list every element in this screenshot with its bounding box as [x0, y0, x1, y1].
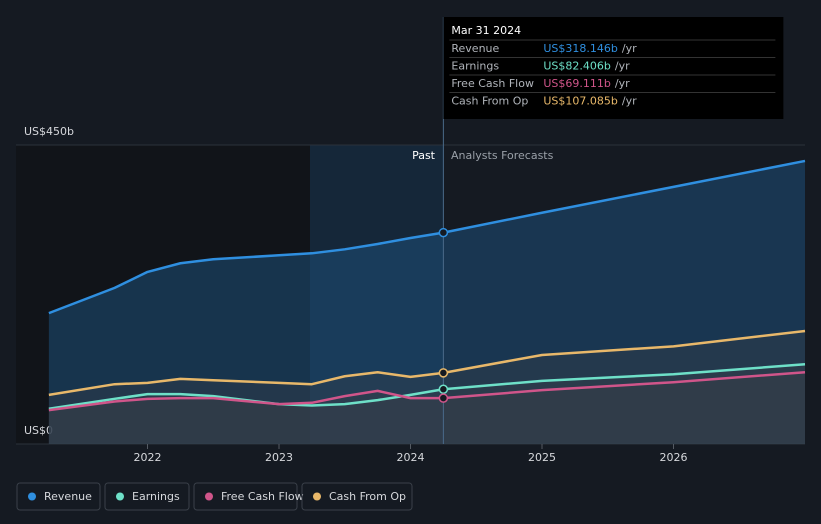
y-tick-label: US$450b — [24, 125, 74, 138]
tooltip-value-text: US$82.406b — [543, 60, 611, 73]
x-tick-label: 2025 — [528, 451, 556, 464]
legend-item[interactable]: Earnings — [104, 482, 190, 511]
tooltip-value: US$82.406b/yr — [543, 60, 630, 73]
legend-item[interactable]: Cash From Op — [301, 482, 413, 511]
highlight-point — [438, 227, 449, 238]
legend-swatch — [116, 492, 124, 501]
series-line — [48, 329, 806, 397]
forecast-label: Analysts Forecasts — [451, 149, 554, 162]
tooltip: Mar 31 2024 Revenue US$318.146b/yr Earnings… — [443, 17, 784, 119]
tooltip-date: Mar 31 2024 — [451, 24, 521, 37]
highlight-point — [438, 393, 449, 403]
legend-box — [104, 482, 190, 511]
y-tick-label: US$0 — [24, 424, 53, 437]
tooltip-label: Cash From Op — [451, 95, 528, 108]
series-area — [48, 372, 805, 444]
series-area — [48, 160, 805, 445]
tooltip-unit: /yr — [615, 77, 630, 90]
tooltip-value: US$107.085b/yr — [543, 95, 637, 108]
tooltip-box — [443, 17, 784, 119]
tooltip-value: US$69.111b/yr — [543, 77, 630, 90]
tooltip-value-text: US$69.111b — [543, 77, 611, 90]
legend-swatch — [28, 492, 36, 501]
x-tick-label: 2026 — [660, 451, 688, 464]
tooltip-value: US$318.146b/yr — [543, 42, 637, 55]
past-label: Past — [412, 149, 436, 162]
legend-swatch — [313, 492, 321, 501]
x-tick-label: 2024 — [397, 451, 425, 464]
x-tick-label: 2023 — [265, 451, 293, 464]
legend-swatch — [205, 492, 213, 501]
tooltip-value-text: US$318.146b — [543, 42, 618, 55]
highlight-point — [438, 384, 449, 394]
highlight-point — [438, 368, 449, 378]
tooltip-label: Earnings — [451, 60, 499, 73]
tooltip-unit: /yr — [615, 60, 630, 73]
tooltip-unit: /yr — [622, 95, 637, 108]
legend-label: Earnings — [132, 490, 180, 503]
legend-item[interactable]: Revenue — [16, 482, 101, 511]
legend-label: Free Cash Flow — [221, 490, 304, 503]
series-area — [48, 364, 805, 444]
legend-box — [16, 482, 101, 511]
tooltip-value-text: US$107.085b — [543, 95, 618, 108]
legend-box — [193, 482, 298, 511]
series-line — [48, 159, 806, 315]
legend-item[interactable]: Free Cash Flow — [193, 482, 304, 511]
legend-label: Revenue — [44, 490, 92, 503]
series-area — [48, 331, 805, 444]
tooltip-label: Free Cash Flow — [451, 77, 534, 90]
legend-box — [301, 482, 413, 511]
series-line — [48, 370, 806, 412]
tooltip-label: Revenue — [451, 42, 499, 55]
tooltip-unit: /yr — [622, 42, 637, 55]
series-line — [48, 363, 806, 411]
x-tick-label: 2022 — [134, 451, 162, 464]
legend-label: Cash From Op — [329, 490, 406, 503]
